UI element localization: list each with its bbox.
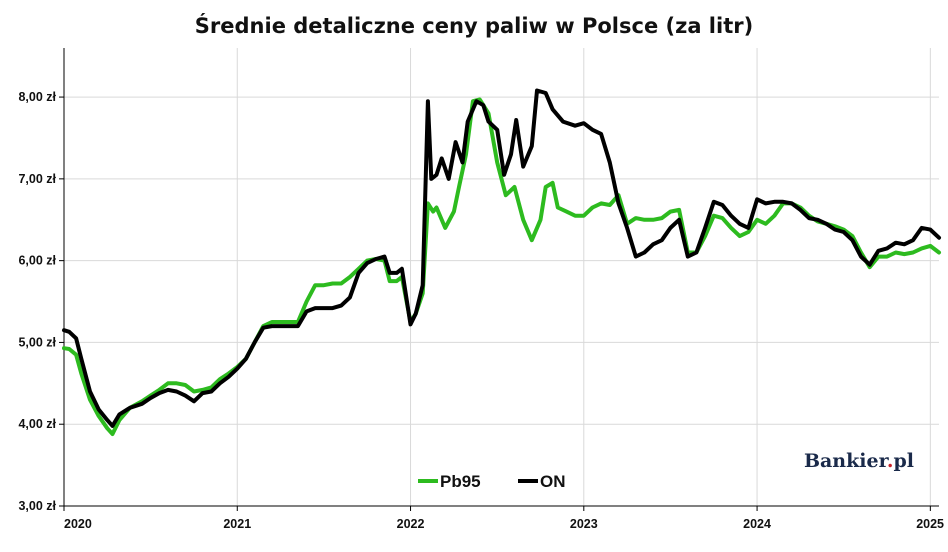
series-lines: [62, 88, 941, 436]
legend-label-pb95: Pb95: [440, 472, 481, 491]
x-tick-label: 2021: [223, 517, 251, 531]
y-tick-label: 5,00 zł: [18, 335, 56, 349]
axes: [59, 48, 939, 511]
y-tick-label: 3,00 zł: [18, 499, 56, 513]
x-tick-label: 2022: [397, 517, 425, 531]
x-tick-label: 2025: [916, 517, 944, 531]
y-tick-label: 4,00 zł: [18, 417, 56, 431]
x-tick-label: 2023: [570, 517, 598, 531]
chart-title: Średnie detaliczne ceny paliw w Polsce (…: [195, 13, 753, 38]
y-tick-label: 6,00 zł: [18, 254, 56, 268]
y-tick-label: 7,00 zł: [18, 172, 56, 186]
series-line-on: [62, 88, 941, 428]
legend-label-on: ON: [540, 472, 566, 491]
grid: [64, 48, 939, 506]
brand-dot: .: [887, 450, 894, 472]
brand-tld-text: pl: [893, 450, 914, 472]
x-axis-tick-labels: 2020 2021 2022 2023 2024 2025: [64, 517, 944, 531]
x-tick-label: 2020: [64, 517, 92, 531]
y-axis-tick-labels: 3,00 zł 4,00 zł 5,00 zł 6,00 zł 7,00 zł 8,00 …: [18, 90, 56, 513]
y-tick-label: 8,00 zł: [18, 90, 56, 104]
brand-main-text: Bankier: [804, 450, 890, 472]
x-tick-label: 2024: [743, 517, 771, 531]
legend: Pb95 ON: [418, 472, 566, 491]
bankier-logo: Bankier.pl: [804, 450, 914, 472]
